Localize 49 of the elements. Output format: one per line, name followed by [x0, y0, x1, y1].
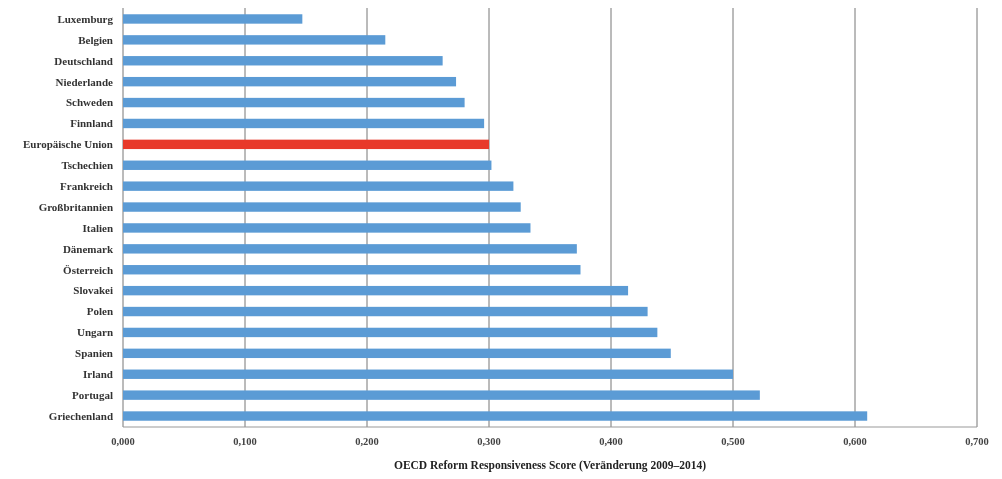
bar: [123, 76, 457, 87]
y-tick-label: Niederlande: [55, 75, 114, 88]
y-tick-label: Frankreich: [60, 180, 113, 192]
y-tick-label: Griechenland: [48, 409, 113, 422]
bar: [123, 327, 658, 338]
y-tick-label: Schweden: [65, 96, 113, 109]
y-tick-label: Portugal: [72, 388, 113, 401]
x-tick-label: 0,600: [843, 436, 867, 447]
x-tick-label: 0,200: [355, 436, 379, 447]
y-tick-label: Slovakei: [73, 284, 113, 297]
y-tick-label: Deutschland: [54, 54, 113, 67]
y-tick-label: Ungarn: [76, 326, 113, 339]
bar: [123, 139, 489, 150]
y-tick-label: Luxemburg: [57, 12, 114, 25]
bar: [123, 411, 868, 421]
bar: [123, 97, 465, 108]
y-tick-label: Belgien: [78, 33, 113, 46]
y-tick-label: Polen: [86, 305, 113, 318]
y-tick-label: Irland: [83, 368, 113, 381]
y-tick-label: Österreich: [63, 263, 113, 276]
bar: [123, 369, 733, 379]
x-tick-label: 0,300: [477, 436, 501, 447]
y-tick-label: Italien: [82, 221, 113, 234]
bar: [123, 118, 485, 129]
bar: [123, 390, 760, 400]
bar: [123, 348, 671, 359]
bar: [123, 181, 514, 191]
bar: [123, 223, 531, 233]
bar: [123, 160, 492, 170]
bar: [123, 14, 303, 24]
y-tick-label: Tschechien: [61, 159, 113, 172]
y-tick-label: Europäische Union: [23, 138, 113, 151]
x-axis-title: OECD Reform Responsiveness Score (Veränderung 2009–2014): [393, 459, 707, 472]
bar: [123, 202, 521, 212]
y-tick-label: Großbritannien: [38, 200, 113, 213]
x-tick-label: 0,500: [721, 436, 745, 447]
bar: [123, 35, 386, 45]
x-tick-label: 0,100: [233, 436, 257, 447]
bar: [123, 306, 648, 317]
bar: [123, 285, 629, 296]
bar: [123, 56, 443, 66]
y-tick-label: Dänemark: [62, 242, 114, 255]
x-tick-label: 0,400: [599, 436, 623, 447]
bar: [123, 244, 577, 254]
bar: [123, 265, 581, 275]
x-tick-label: 0,700: [965, 436, 989, 447]
y-tick-label: Finnland: [70, 117, 113, 130]
x-tick-label: 0,000: [111, 436, 135, 447]
y-tick-label: Spanien: [75, 347, 113, 360]
